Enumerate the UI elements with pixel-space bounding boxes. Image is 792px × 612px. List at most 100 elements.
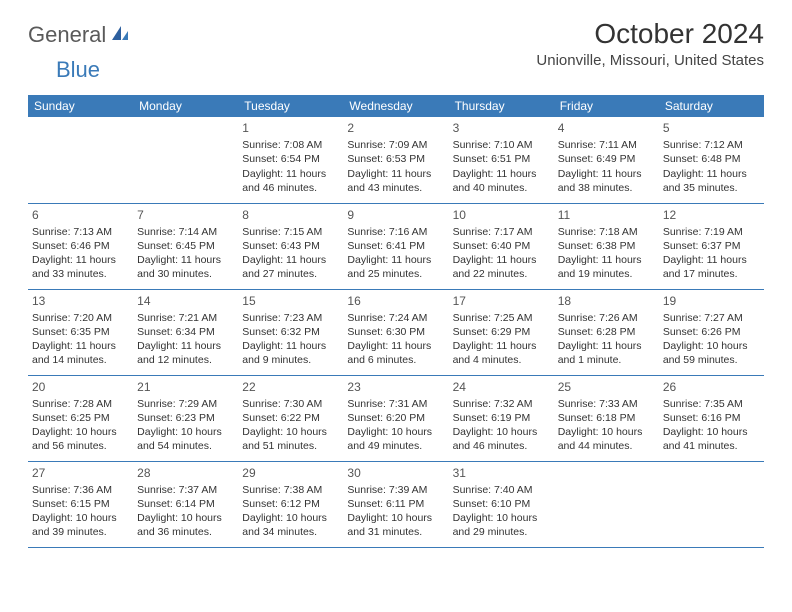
weekday-header: Tuesday [238, 95, 343, 117]
day-number: 17 [453, 293, 550, 309]
day-info: Sunrise: 7:25 AMSunset: 6:29 PMDaylight:… [453, 311, 550, 368]
day-number: 5 [663, 120, 760, 136]
day-number: 30 [347, 465, 444, 481]
day-info: Sunrise: 7:35 AMSunset: 6:16 PMDaylight:… [663, 397, 760, 454]
day-number: 8 [242, 207, 339, 223]
calendar-cell: 30 Sunrise: 7:39 AMSunset: 6:11 PMDayligh… [343, 461, 448, 547]
calendar-cell: 2 Sunrise: 7:09 AMSunset: 6:53 PMDaylight… [343, 117, 448, 203]
day-info: Sunrise: 7:08 AMSunset: 6:54 PMDaylight:… [242, 138, 339, 195]
day-info: Sunrise: 7:37 AMSunset: 6:14 PMDaylight:… [137, 483, 234, 540]
weekday-header-row: SundayMondayTuesdayWednesdayThursdayFrid… [28, 95, 764, 117]
calendar-page: General October 2024 Unionville, Missour… [0, 0, 792, 566]
day-number: 4 [558, 120, 655, 136]
calendar-table: SundayMondayTuesdayWednesdayThursdayFrid… [28, 95, 764, 548]
logo: General [28, 22, 132, 48]
calendar-cell: 16 Sunrise: 7:24 AMSunset: 6:30 PMDayligh… [343, 289, 448, 375]
calendar-cell: 1 Sunrise: 7:08 AMSunset: 6:54 PMDaylight… [238, 117, 343, 203]
day-info: Sunrise: 7:10 AMSunset: 6:51 PMDaylight:… [453, 138, 550, 195]
logo-text-general: General [28, 22, 106, 48]
day-number: 16 [347, 293, 444, 309]
calendar-cell: 27Sunrise: 7:36 AMSunset: 6:15 PMDayligh… [28, 461, 133, 547]
calendar-cell: 9Sunrise: 7:16 AMSunset: 6:41 PMDaylight… [343, 203, 448, 289]
day-number: 1 [242, 120, 339, 136]
day-number: 11 [558, 207, 655, 223]
day-number: 18 [558, 293, 655, 309]
calendar-cell: 24 Sunrise: 7:32 AMSunset: 6:19 PMDayligh… [449, 375, 554, 461]
day-info: Sunrise: 7:32 AMSunset: 6:19 PMDaylight:… [453, 397, 550, 454]
calendar-cell: 14 Sunrise: 7:21 AMSunset: 6:34 PMDayligh… [133, 289, 238, 375]
weekday-header: Thursday [449, 95, 554, 117]
calendar-cell: 13 Sunrise: 7:20 AMSunset: 6:35 PMDayligh… [28, 289, 133, 375]
calendar-cell: 21 Sunrise: 7:29 AMSunset: 6:23 PMDayligh… [133, 375, 238, 461]
day-info: Sunrise: 7:16 AMSunset: 6:41 PMDaylight:… [347, 225, 444, 282]
day-number: 13 [32, 293, 129, 309]
day-info: Sunrise: 7:09 AMSunset: 6:53 PMDaylight:… [347, 138, 444, 195]
day-info: Sunrise: 7:40 AMSunset: 6:10 PMDaylight:… [453, 483, 550, 540]
calendar-row: 13 Sunrise: 7:20 AMSunset: 6:35 PMDayligh… [28, 289, 764, 375]
day-info: Sunrise: 7:18 AMSunset: 6:38 PMDaylight:… [558, 225, 655, 282]
day-number: 12 [663, 207, 760, 223]
day-number: 21 [137, 379, 234, 395]
day-number: 22 [242, 379, 339, 395]
weekday-header: Friday [554, 95, 659, 117]
day-number: 10 [453, 207, 550, 223]
day-info: Sunrise: 7:15 AMSunset: 6:43 PMDaylight:… [242, 225, 339, 282]
day-info: Sunrise: 7:29 AMSunset: 6:23 PMDaylight:… [137, 397, 234, 454]
day-info: Sunrise: 7:12 AMSunset: 6:48 PMDaylight:… [663, 138, 760, 195]
day-number: 6 [32, 207, 129, 223]
day-info: Sunrise: 7:31 AMSunset: 6:20 PMDaylight:… [347, 397, 444, 454]
calendar-cell [133, 117, 238, 203]
calendar-cell: 23 Sunrise: 7:31 AMSunset: 6:20 PMDayligh… [343, 375, 448, 461]
day-info: Sunrise: 7:11 AMSunset: 6:49 PMDaylight:… [558, 138, 655, 195]
logo-text-blue: Blue [56, 57, 100, 82]
day-info: Sunrise: 7:20 AMSunset: 6:35 PMDaylight:… [32, 311, 129, 368]
day-number: 23 [347, 379, 444, 395]
calendar-cell: 31 Sunrise: 7:40 AMSunset: 6:10 PMDayligh… [449, 461, 554, 547]
calendar-row: 27Sunrise: 7:36 AMSunset: 6:15 PMDayligh… [28, 461, 764, 547]
day-info: Sunrise: 7:26 AMSunset: 6:28 PMDaylight:… [558, 311, 655, 368]
calendar-cell: 17 Sunrise: 7:25 AMSunset: 6:29 PMDayligh… [449, 289, 554, 375]
day-number: 29 [242, 465, 339, 481]
day-info: Sunrise: 7:24 AMSunset: 6:30 PMDaylight:… [347, 311, 444, 368]
calendar-cell: 28Sunrise: 7:37 AMSunset: 6:14 PMDayligh… [133, 461, 238, 547]
weekday-header: Saturday [659, 95, 764, 117]
weekday-header: Monday [133, 95, 238, 117]
day-number: 31 [453, 465, 550, 481]
calendar-cell [659, 461, 764, 547]
day-number: 7 [137, 207, 234, 223]
calendar-row: 1 Sunrise: 7:08 AMSunset: 6:54 PMDaylight… [28, 117, 764, 203]
calendar-cell: 11 Sunrise: 7:18 AMSunset: 6:38 PMDayligh… [554, 203, 659, 289]
day-number: 14 [137, 293, 234, 309]
day-info: Sunrise: 7:30 AMSunset: 6:22 PMDaylight:… [242, 397, 339, 454]
weekday-header: Wednesday [343, 95, 448, 117]
calendar-cell: 15 Sunrise: 7:23 AMSunset: 6:32 PMDayligh… [238, 289, 343, 375]
day-number: 24 [453, 379, 550, 395]
day-number: 19 [663, 293, 760, 309]
day-number: 2 [347, 120, 444, 136]
calendar-cell: 26Sunrise: 7:35 AMSunset: 6:16 PMDayligh… [659, 375, 764, 461]
day-number: 27 [32, 465, 129, 481]
day-info: Sunrise: 7:21 AMSunset: 6:34 PMDaylight:… [137, 311, 234, 368]
calendar-cell: 10 Sunrise: 7:17 AMSunset: 6:40 PMDayligh… [449, 203, 554, 289]
calendar-cell [28, 117, 133, 203]
calendar-cell: 5 Sunrise: 7:12 AMSunset: 6:48 PMDaylight… [659, 117, 764, 203]
day-info: Sunrise: 7:17 AMSunset: 6:40 PMDaylight:… [453, 225, 550, 282]
day-info: Sunrise: 7:38 AMSunset: 6:12 PMDaylight:… [242, 483, 339, 540]
day-info: Sunrise: 7:39 AMSunset: 6:11 PMDaylight:… [347, 483, 444, 540]
day-info: Sunrise: 7:19 AMSunset: 6:37 PMDaylight:… [663, 225, 760, 282]
day-info: Sunrise: 7:33 AMSunset: 6:18 PMDaylight:… [558, 397, 655, 454]
calendar-cell: 29 Sunrise: 7:38 AMSunset: 6:12 PMDayligh… [238, 461, 343, 547]
calendar-cell: 18 Sunrise: 7:26 AMSunset: 6:28 PMDayligh… [554, 289, 659, 375]
day-info: Sunrise: 7:14 AMSunset: 6:45 PMDaylight:… [137, 225, 234, 282]
calendar-cell: 4 Sunrise: 7:11 AMSunset: 6:49 PMDaylight… [554, 117, 659, 203]
calendar-cell: 25 Sunrise: 7:33 AMSunset: 6:18 PMDayligh… [554, 375, 659, 461]
day-number: 25 [558, 379, 655, 395]
day-number: 15 [242, 293, 339, 309]
day-number: 20 [32, 379, 129, 395]
day-info: Sunrise: 7:13 AMSunset: 6:46 PMDaylight:… [32, 225, 129, 282]
calendar-cell: 6 Sunrise: 7:13 AMSunset: 6:46 PMDaylight… [28, 203, 133, 289]
month-title: October 2024 [536, 18, 764, 50]
calendar-cell: 7 Sunrise: 7:14 AMSunset: 6:45 PMDaylight… [133, 203, 238, 289]
day-info: Sunrise: 7:23 AMSunset: 6:32 PMDaylight:… [242, 311, 339, 368]
calendar-cell: 8 Sunrise: 7:15 AMSunset: 6:43 PMDaylight… [238, 203, 343, 289]
